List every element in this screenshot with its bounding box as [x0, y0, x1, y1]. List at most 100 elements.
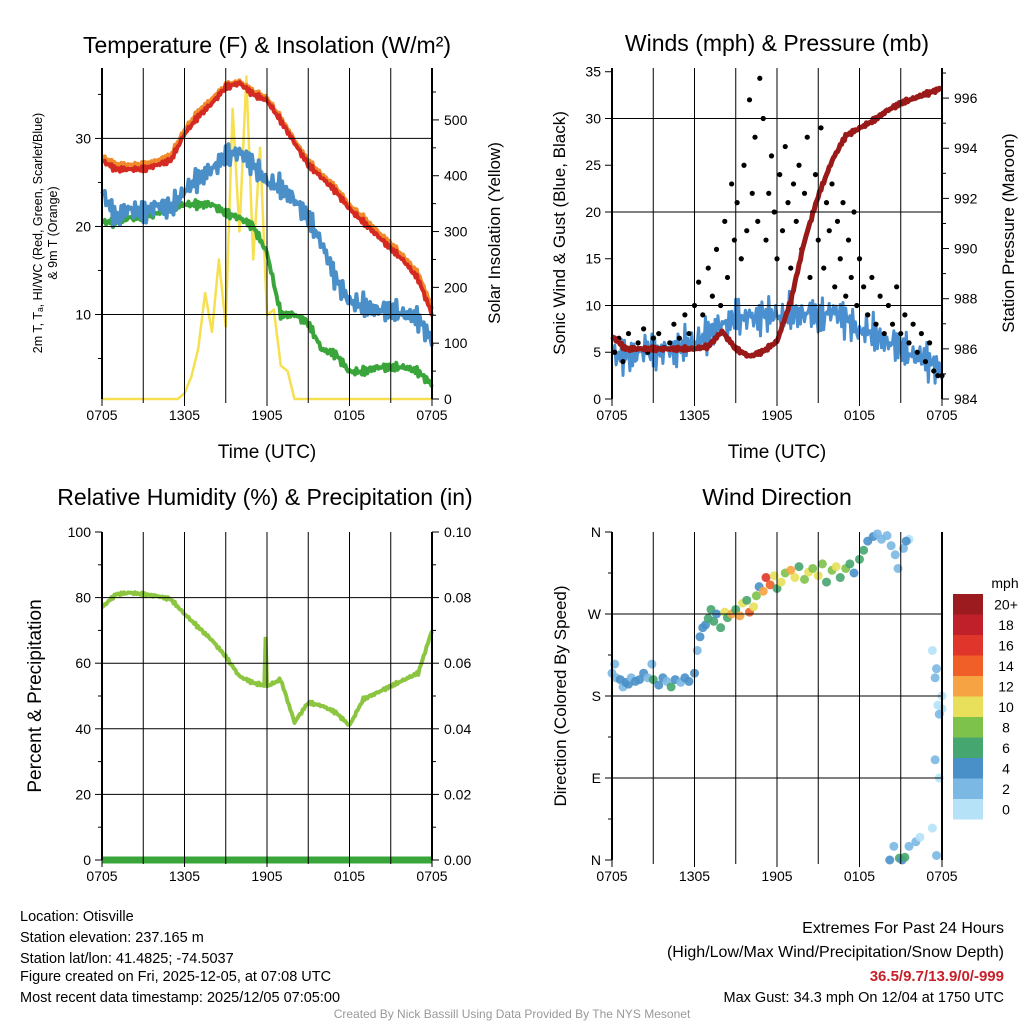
- colorbar-label: 20+: [994, 596, 1018, 612]
- colorbar-swatch: [953, 799, 983, 820]
- gust-point: [635, 340, 641, 346]
- gust-point: [724, 274, 731, 281]
- gust-point: [746, 97, 753, 103]
- colorbar-swatch: [953, 676, 983, 697]
- temperature-xlabel: Time (UTC): [218, 442, 317, 463]
- gust-point: [741, 162, 747, 168]
- x-tick-label: 1305: [679, 868, 710, 884]
- y-tick-label: 20: [75, 786, 91, 802]
- wind-direction-point: [742, 595, 752, 605]
- x-tick-label: 0705: [416, 407, 447, 423]
- gust-point: [671, 321, 677, 327]
- wind-direction-point: [831, 562, 841, 572]
- gust-point: [861, 284, 867, 290]
- wind-direction-point: [735, 611, 745, 621]
- gust-point: [807, 274, 813, 281]
- y-right-tick-label: 0.00: [444, 852, 471, 868]
- gust-point: [881, 330, 887, 337]
- gust-point: [779, 228, 786, 234]
- gust-point: [625, 330, 632, 337]
- temperature-ylabel-line1: 2m T, Tₐ, HI/WC (Red, Green, Scarlet/Blu…: [31, 113, 45, 353]
- wind-direction-point: [635, 675, 644, 685]
- gust-point: [612, 349, 618, 355]
- wind-direction-point: [666, 682, 676, 692]
- gust-point: [755, 218, 761, 224]
- wind-direction-point: [885, 855, 895, 865]
- gust-point: [889, 321, 896, 327]
- y-tick-label: S: [592, 688, 601, 704]
- gust-point: [705, 265, 711, 271]
- gust-point: [902, 312, 908, 318]
- plot-layer: [99, 75, 983, 865]
- x-tick-label: 0705: [926, 407, 957, 423]
- x-tick-label: 0705: [596, 868, 627, 884]
- y-tick-label: 40: [75, 721, 91, 737]
- text-layer: Temperature (F) & Insolation (W/m²) Wind…: [20, 30, 1019, 1021]
- y-right-tick-label: 986: [954, 341, 978, 357]
- direction-title: Wind Direction: [702, 484, 852, 510]
- colorbar-label: 12: [998, 678, 1014, 694]
- y-tick-label: 10: [75, 306, 91, 322]
- colorbar-swatch: [953, 717, 983, 738]
- x-tick-label: 0105: [334, 407, 365, 423]
- y-right-tick-label: 994: [954, 140, 978, 156]
- info-location: Location: Otisville: [20, 909, 134, 925]
- temperature-ylabel-right: Solar Insolation (Yellow): [485, 142, 504, 324]
- gust-point: [840, 200, 846, 206]
- wind-direction-point: [822, 577, 831, 587]
- gust-point: [931, 368, 937, 374]
- gust-point: [757, 75, 763, 81]
- y-tick-label: 20: [75, 218, 91, 234]
- gust-point: [682, 312, 688, 318]
- wind-direction-point: [716, 623, 726, 633]
- wind-direction-point: [901, 536, 911, 546]
- gust-point: [729, 181, 735, 187]
- gust-point: [935, 373, 941, 379]
- gust-point: [763, 237, 769, 243]
- colorbar-swatch: [953, 655, 983, 676]
- y-tick-label: 10: [585, 297, 601, 313]
- gust-point: [696, 279, 702, 285]
- gust-point: [829, 181, 835, 187]
- y-right-tick-label: 984: [954, 391, 978, 407]
- gust-point: [818, 125, 824, 131]
- wind-direction-point: [930, 673, 940, 683]
- colorbar-label: 16: [998, 637, 1014, 653]
- y-tick-label: N: [591, 852, 601, 868]
- y-right-tick-label: 0.08: [444, 590, 471, 606]
- gust-point: [738, 256, 744, 262]
- colorbar-label: 2: [1002, 781, 1010, 797]
- gust-point: [641, 326, 647, 332]
- gust-point: [790, 181, 797, 187]
- wind-direction-point: [845, 559, 855, 569]
- gust-point: [700, 312, 706, 318]
- colorbar-label: 6: [1002, 740, 1010, 756]
- x-tick-label: 1905: [251, 407, 282, 423]
- wind-direction-point: [654, 680, 664, 690]
- y-tick-label: N: [591, 524, 601, 540]
- y-tick-label: 30: [75, 130, 91, 146]
- extremes-subtitle: (High/Low/Max Wind/Precipitation/Snow De…: [667, 944, 1004, 961]
- wind-direction-point: [835, 573, 845, 583]
- info-elevation: Station elevation: 237.165 m: [20, 930, 204, 946]
- gust-point: [910, 321, 916, 327]
- colorbar-label: 14: [998, 658, 1014, 674]
- gust-point: [796, 162, 802, 168]
- gust-point: [744, 228, 750, 234]
- x-tick-label: 1305: [169, 868, 200, 884]
- y-tick-label: 0: [83, 852, 91, 868]
- y-tick-label: 80: [75, 590, 91, 606]
- gust-point: [749, 190, 755, 196]
- gust-point: [826, 228, 832, 234]
- winds-xlabel: Time (UTC): [728, 442, 827, 463]
- wind-direction-point: [849, 568, 859, 578]
- gust-point: [914, 349, 920, 355]
- wind-direction-point: [709, 616, 719, 626]
- gust-point: [918, 330, 924, 337]
- x-tick-label: 0705: [86, 868, 117, 884]
- gust-point: [620, 358, 626, 365]
- wind-direction-point: [915, 832, 925, 842]
- gust-point: [777, 171, 783, 178]
- gust-point: [801, 190, 808, 196]
- wind-direction-point: [749, 602, 759, 612]
